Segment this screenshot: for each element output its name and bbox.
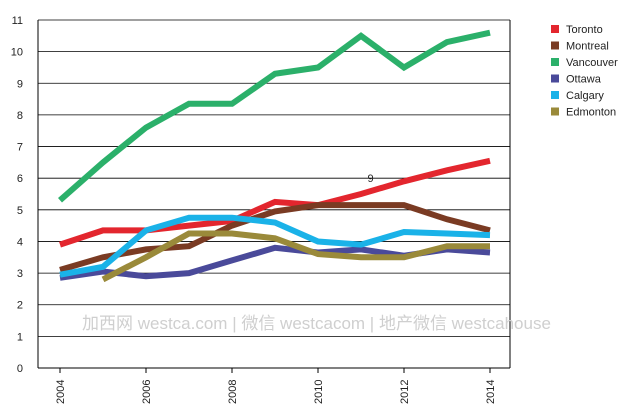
x-axis-ticks: 2004 2006 2008 2010 2012 2014 <box>55 368 497 404</box>
y-tick-label: 4 <box>17 236 23 248</box>
series-line-toronto <box>59 157 491 248</box>
y-tick-label: 9 <box>17 78 23 90</box>
x-tick-label: 2012 <box>399 380 411 404</box>
legend-swatch <box>551 91 559 99</box>
y-tick-label: 7 <box>17 142 23 154</box>
y-tick-label: 2 <box>17 300 23 312</box>
y-tick-label: 5 <box>17 205 23 217</box>
x-tick-label: 2008 <box>227 380 239 404</box>
legend-label: Ottawa <box>566 74 602 86</box>
y-tick-label: 10 <box>11 47 23 59</box>
x-tick-label: 2010 <box>313 380 325 404</box>
watermark: 加西网 westca.com | 微信 westcacom | 地产微信 wes… <box>82 314 551 333</box>
y-tick-label: 0 <box>17 363 23 375</box>
y-tick-label: 8 <box>17 110 23 122</box>
series-line-edmonton <box>101 230 490 283</box>
y-tick-label: 3 <box>17 268 23 280</box>
y-tick-label: 1 <box>17 331 23 343</box>
legend-swatch <box>551 107 559 116</box>
series-lines <box>58 29 491 283</box>
legend-label: Vancouver <box>566 57 618 69</box>
y-tick-label: 11 <box>12 15 23 27</box>
axes <box>37 20 511 369</box>
annotations: 9 <box>367 173 373 185</box>
series-line-montreal <box>59 202 491 273</box>
legend-swatch <box>551 58 559 66</box>
legend-swatch <box>551 74 559 83</box>
legend-label: Calgary <box>566 90 604 102</box>
x-tick-label: 2004 <box>55 380 67 404</box>
legend-swatch <box>551 41 559 50</box>
annotation-label: 9 <box>367 173 373 185</box>
legend: Toronto Montreal Vancouver Ottawa Calgary Edm… <box>551 24 618 119</box>
legend-swatch <box>551 25 559 33</box>
series-line-calgary <box>59 214 491 278</box>
y-tick-label: 6 <box>17 173 23 185</box>
legend-label: Montreal <box>566 41 609 53</box>
series-line-vancouver <box>58 29 491 203</box>
x-tick-label: 2014 <box>485 380 497 404</box>
x-tick-label: 2006 <box>141 380 153 404</box>
y-axis-ticks: 0 1 2 3 4 5 6 7 8 9 10 11 <box>11 15 23 375</box>
legend-label: Toronto <box>566 24 603 36</box>
legend-label: Edmonton <box>566 107 616 119</box>
